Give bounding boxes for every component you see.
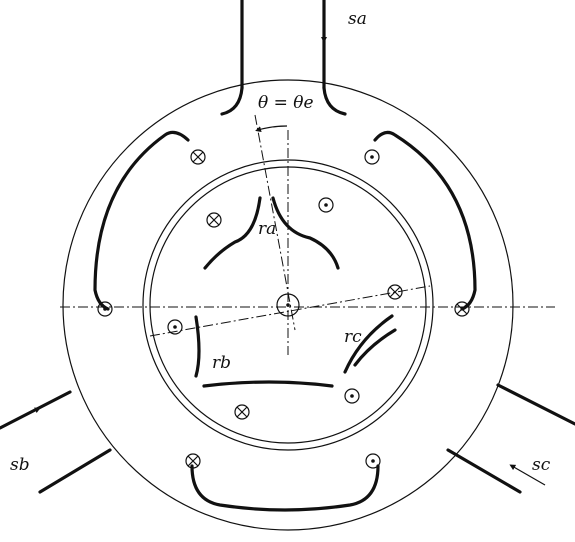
- stator-sa-top-end-right: [322, 86, 347, 116]
- label-sb: sb: [10, 455, 30, 475]
- stator-end-turn-right: [373, 130, 477, 311]
- stator-slot: [185, 453, 201, 469]
- stator-slot: [365, 453, 381, 469]
- stator-end-turn-left: [93, 130, 190, 311]
- stator-sc-input-arrow: [509, 464, 546, 486]
- rotor-winding-b: [202, 380, 334, 388]
- rotor-winding-b: [194, 315, 201, 378]
- label-angle: θ = θe: [258, 93, 314, 113]
- rotor-winding-c: [353, 328, 397, 367]
- stator-slot: [97, 301, 113, 317]
- rotor-diagonal-line: [149, 285, 431, 337]
- rotor-slot: [167, 319, 183, 335]
- rotor-slot: [318, 197, 334, 213]
- angle-arc: [255, 125, 288, 133]
- stator-sb-input-arrow: [4, 407, 41, 426]
- stator-outer-circle: [62, 79, 514, 531]
- stator-slot: [454, 301, 470, 317]
- stator-sc-wire-2: [446, 448, 522, 494]
- rotor-winding-c: [343, 314, 394, 374]
- label-rc: rc: [344, 327, 362, 347]
- rotor-slot: [344, 388, 360, 404]
- label-sc: sc: [532, 455, 551, 475]
- stator-end-turn-bottom: [190, 464, 380, 512]
- stator-sb-wire-2: [38, 448, 112, 494]
- rotor-axis-line: [254, 114, 296, 331]
- label-sa: sa: [348, 9, 367, 29]
- stator-inner-circle: [142, 159, 434, 451]
- stator-slot: [364, 149, 380, 165]
- label-rb: rb: [212, 353, 231, 373]
- stator-slot: [190, 149, 206, 165]
- rotor-slot: [234, 404, 250, 420]
- rotor-winding-a: [203, 196, 262, 270]
- stator-sc-wire-1: [496, 383, 575, 426]
- rotor-winding-a: [271, 196, 340, 270]
- rotor-slot: [206, 212, 222, 228]
- label-ra: ra: [258, 219, 276, 239]
- stator-sa-top-end-left: [220, 86, 244, 116]
- rotor-slot: [387, 284, 403, 300]
